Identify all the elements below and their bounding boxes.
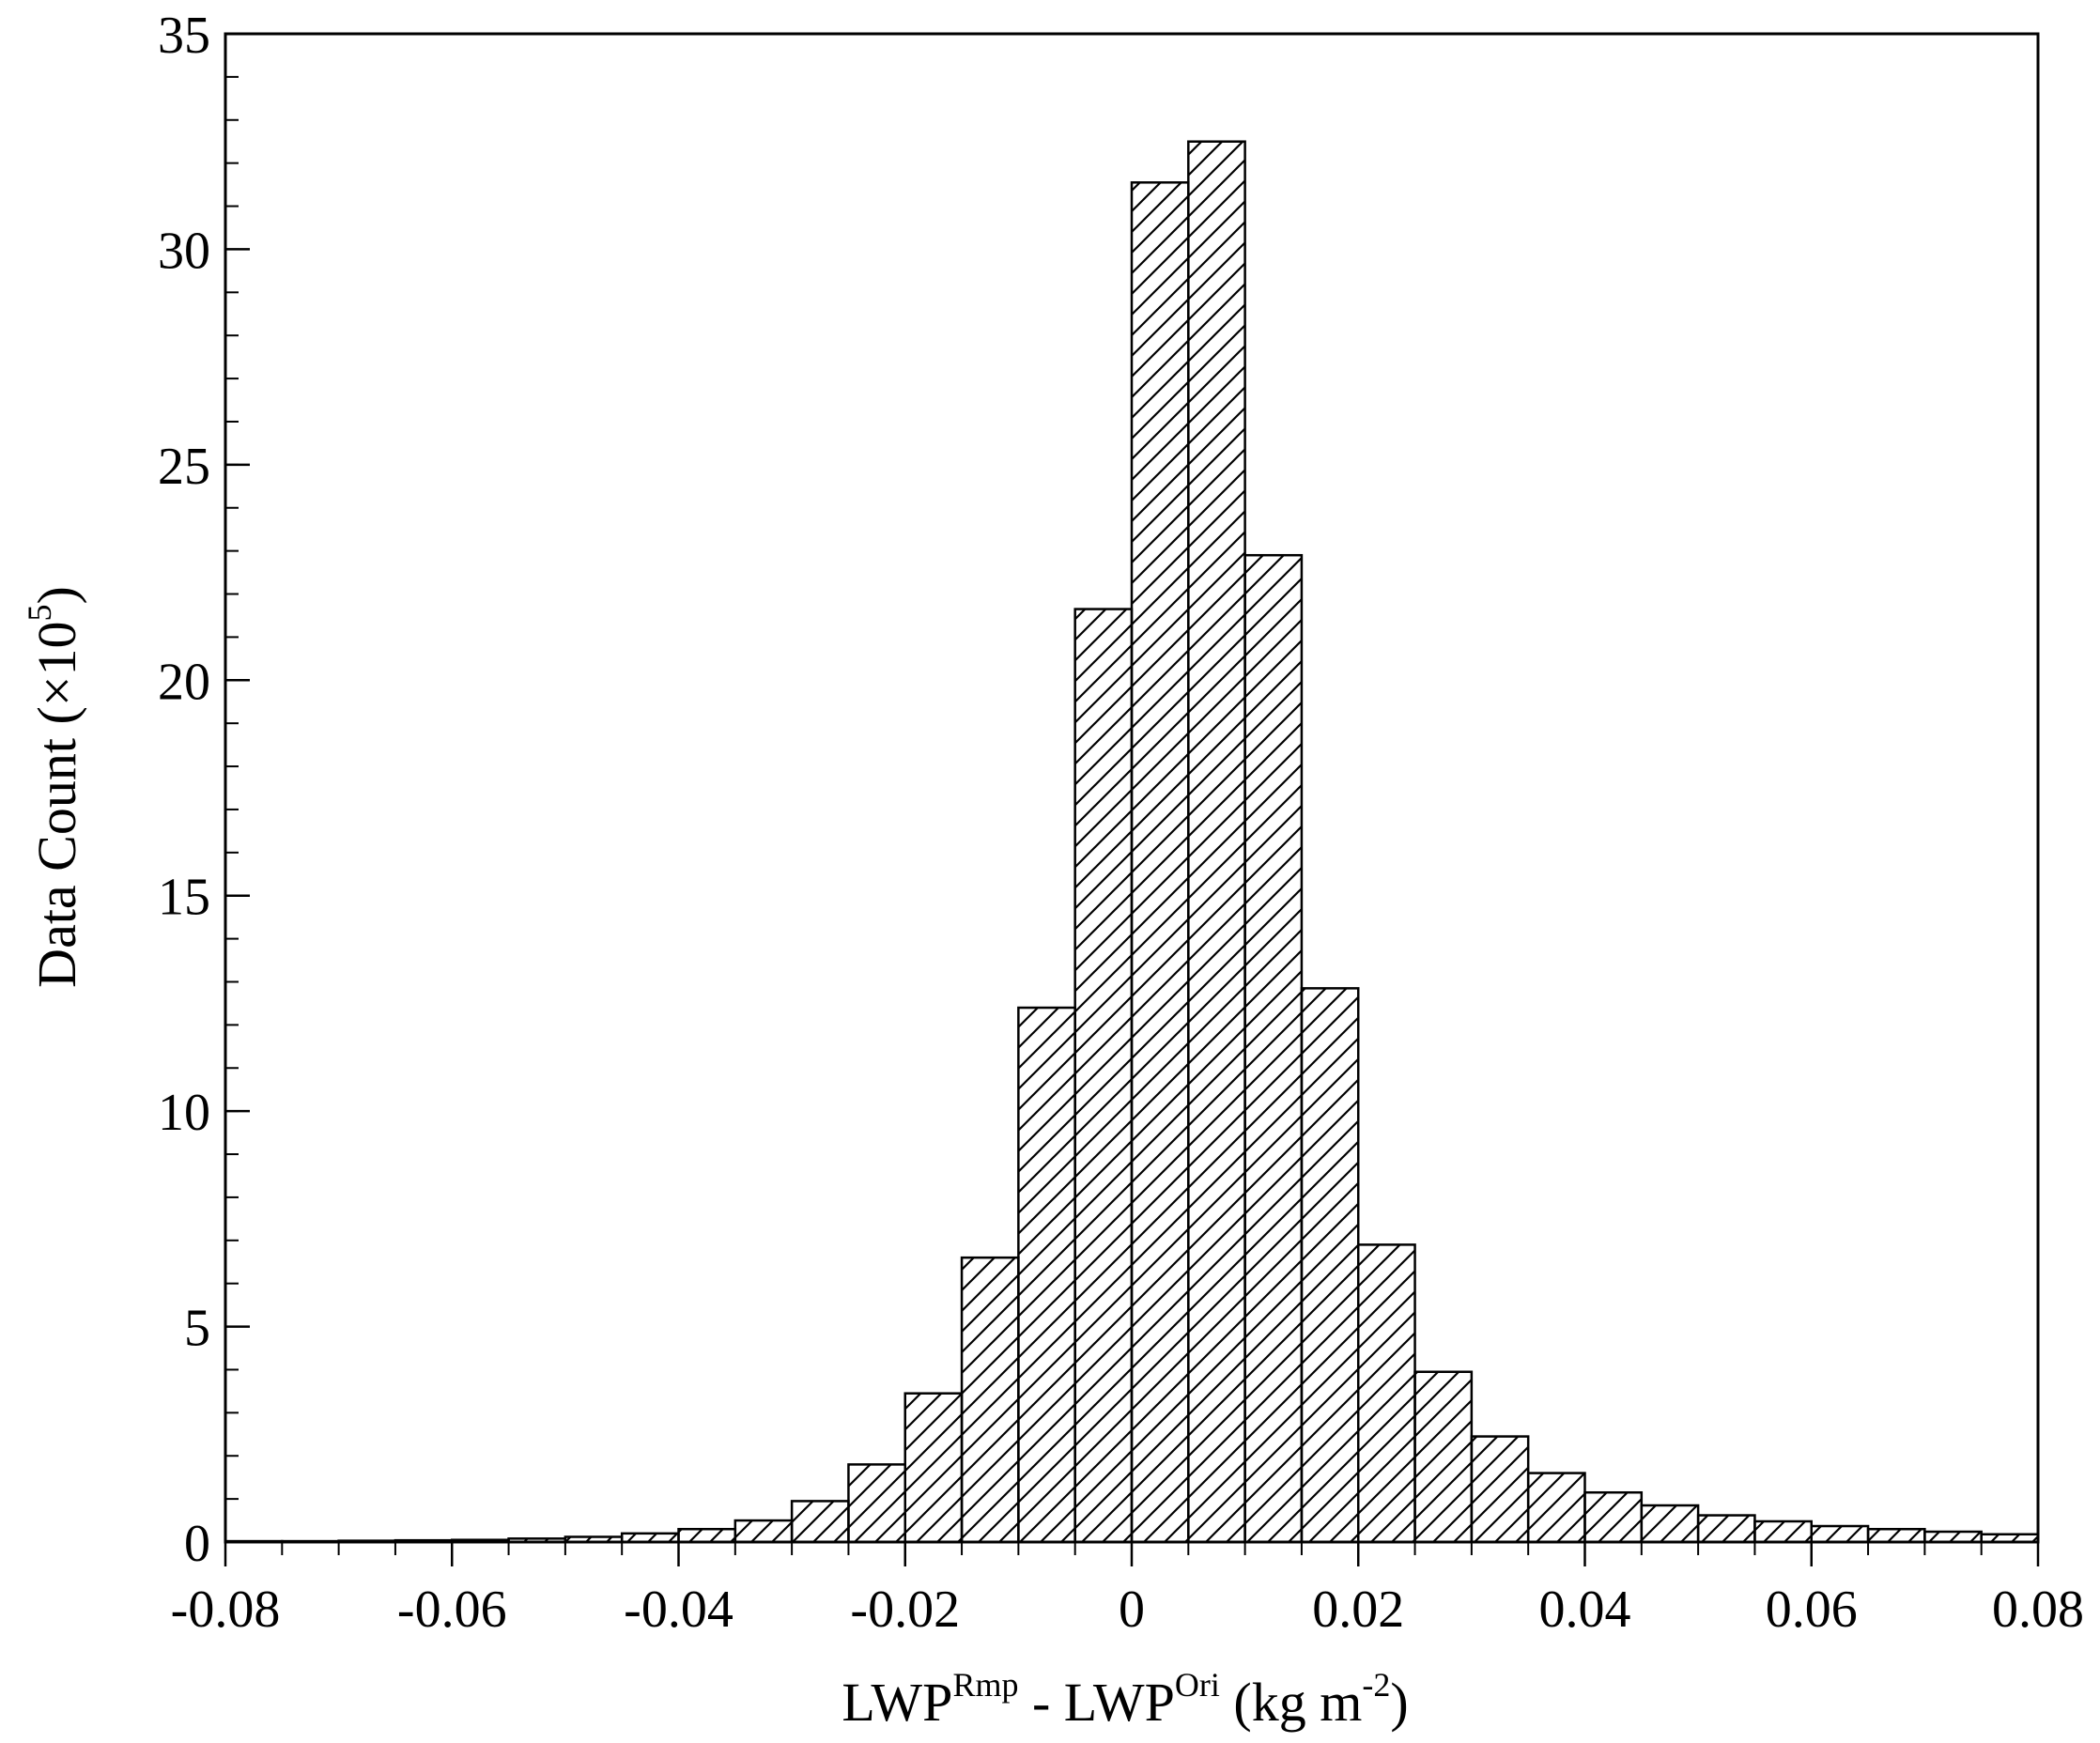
y-tick-label-6: 30: [158, 222, 210, 280]
x-label-sup-exp: -2: [1362, 1666, 1390, 1704]
histogram-bar-27: [1753, 1519, 1813, 1544]
x-label-sup-rmp: Rmp: [952, 1666, 1018, 1704]
histogram-bar-28: [1810, 1524, 1870, 1544]
histogram-bar-11: [847, 1463, 906, 1544]
histogram-bar-15: [1073, 608, 1134, 1544]
y-tick-label-7: 35: [158, 7, 210, 65]
histogram-bar-9: [733, 1519, 794, 1544]
histogram-bar-22: [1470, 1435, 1530, 1544]
histogram-bar-26: [1696, 1514, 1756, 1544]
x-label-sup-ori: Ori: [1175, 1666, 1220, 1704]
bars-layer: [224, 140, 2040, 1544]
x-tick-labels: -0.08 -0.06 -0.04 -0.02 0 0.02 0.04 0.06 0.08: [171, 1581, 2084, 1639]
histogram-bar-25: [1640, 1504, 1700, 1544]
histogram-bar-14: [1017, 1006, 1076, 1544]
x-tick-label-7: 0.06: [1766, 1581, 1858, 1639]
x-tick-label-2: -0.04: [624, 1581, 733, 1639]
x-tick-label-3: -0.02: [850, 1581, 960, 1639]
y-axis-label: Data Count (×105): [21, 586, 87, 988]
x-axis-label: LWPRmp - LWPOri (kg m-2): [842, 1666, 1408, 1733]
x-tick-label-5: 0.02: [1312, 1581, 1404, 1639]
histogram-bar-20: [1357, 1243, 1416, 1544]
y-label-base: Data Count (×10: [26, 622, 87, 988]
histogram-bar-13: [960, 1256, 1020, 1544]
y-tick-label-3: 15: [158, 869, 210, 927]
x-label-end: ): [1390, 1672, 1408, 1733]
histogram-bar-19: [1300, 987, 1360, 1544]
histogram-bar-8: [677, 1527, 737, 1544]
histogram-bar-29: [1866, 1527, 1926, 1544]
histogram-bar-23: [1526, 1472, 1586, 1544]
histogram-bar-21: [1413, 1370, 1474, 1544]
x-tick-label-6: 0.04: [1539, 1581, 1631, 1639]
x-label-lwp-1: LWP: [842, 1672, 952, 1733]
ticks-layer: [224, 32, 2040, 1566]
histogram-bar-17: [1187, 140, 1246, 1544]
histogram-bar-30: [1923, 1530, 1983, 1544]
histogram-bar-12: [903, 1392, 964, 1544]
y-tick-label-4: 20: [158, 653, 210, 711]
histogram-bar-16: [1130, 181, 1190, 1544]
histogram-bar-18: [1243, 553, 1304, 1544]
x-tick-label-1: -0.06: [397, 1581, 507, 1639]
y-tick-label-1: 5: [184, 1300, 210, 1358]
y-tick-label-5: 25: [158, 438, 210, 496]
x-label-units: (kg m: [1220, 1672, 1362, 1733]
plot-frame: [224, 32, 2040, 1544]
y-label-end: ): [26, 586, 87, 604]
x-tick-label-4: 0: [1119, 1581, 1145, 1639]
histogram-bar-24: [1583, 1490, 1644, 1544]
y-tick-label-0: 0: [184, 1515, 210, 1573]
x-label-mid: - LWP: [1018, 1672, 1174, 1733]
x-tick-label-8: 0.08: [1992, 1581, 2084, 1639]
y-tick-label-2: 10: [158, 1084, 210, 1142]
y-label-sup: 5: [21, 605, 58, 622]
y-tick-labels: 0 5 10 15 20 25 30 35: [158, 7, 210, 1573]
x-tick-label-0: -0.08: [171, 1581, 281, 1639]
histogram-bar-10: [790, 1500, 850, 1544]
